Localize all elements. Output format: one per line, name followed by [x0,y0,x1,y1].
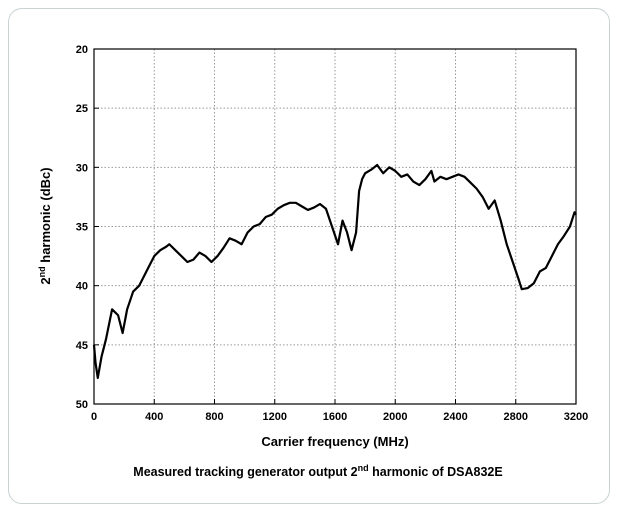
x-tick-label: 800 [205,411,223,423]
x-tick-label: 2400 [443,411,467,423]
y-axis-title: 2nd harmonic (dBc) [37,167,53,284]
y-tick-label: 35 [76,222,88,234]
card [8,8,610,504]
caption-after: harmonic of DSA832E [369,465,503,479]
y-tick-label: 40 [76,281,88,293]
caption-sup: nd [358,463,369,473]
x-tick-label: 2000 [383,411,407,423]
x-tick-label: 0 [91,411,97,423]
y-tick-label: 30 [76,162,88,174]
x-tick-label: 1600 [323,411,347,423]
caption: Measured tracking generator output 2nd h… [133,463,502,479]
caption-before: Measured tracking generator output 2 [133,465,357,479]
y-title-number: 2 [38,277,53,284]
x-tick-label: 3200 [564,411,588,423]
x-axis-title: Carrier frequency (MHz) [261,434,408,449]
plot-frame [93,48,577,405]
data-line [92,163,577,380]
y-tick-label: 50 [76,399,88,411]
x-tick-label: 400 [145,411,163,423]
y-title-rest: harmonic (dBc) [38,167,53,266]
y-tick-label: 25 [76,103,88,115]
x-tick-label: 2800 [504,411,528,423]
y-title-sup: nd [37,266,47,277]
y-tick-label: 45 [76,340,88,352]
x-tick-label: 1200 [263,411,287,423]
y-tick-label: 20 [76,44,88,56]
